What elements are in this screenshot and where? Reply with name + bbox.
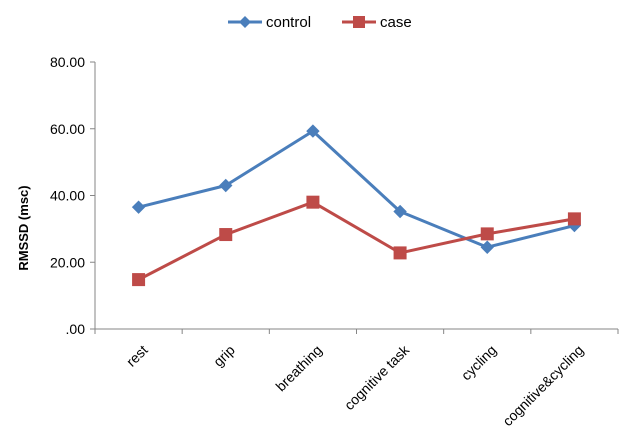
data-point-case: [132, 273, 146, 287]
y-tick-label: 40.00: [50, 188, 85, 204]
series-line-control: [138, 129, 575, 249]
legend-marker-case: [353, 16, 365, 28]
y-tick-label: 80.00: [50, 54, 85, 70]
x-category-label: cognitive task: [341, 341, 413, 413]
y-tick-label: .00: [66, 321, 86, 337]
data-point-control: [131, 200, 146, 214]
y-ticks: .00 20.00 40.00 60.00 80.00: [50, 54, 95, 337]
x-category-label: rest: [123, 342, 151, 370]
legend-marker-control: [239, 16, 251, 28]
legend-item-case: case: [342, 14, 412, 31]
series-line-case: [137, 200, 575, 281]
series-case: [132, 195, 581, 287]
data-point-control: [393, 204, 407, 219]
x-category-label: breathing: [272, 342, 325, 395]
legend-item-control: control: [228, 14, 311, 31]
legend-label-control: control: [266, 14, 311, 31]
y-axis-label: RMSSD (msc): [16, 185, 31, 270]
y-tick-label: 60.00: [50, 121, 85, 137]
data-point-case: [480, 227, 494, 241]
data-point-control: [219, 178, 233, 193]
data-point-case: [219, 228, 233, 242]
legend: control case: [228, 14, 412, 31]
x-category-label: cycling: [458, 342, 500, 384]
y-tick-label: 20.00: [50, 254, 85, 270]
series-layer: [131, 124, 582, 287]
data-point-control: [306, 124, 320, 138]
data-point-control: [480, 240, 494, 254]
category-labels: rest grip breathing cognitive task cycling co…: [123, 341, 587, 429]
data-point-case: [567, 212, 581, 226]
legend-label-case: case: [380, 14, 412, 31]
series-control: [131, 124, 582, 254]
x-category-label: grip: [210, 342, 238, 370]
data-point-case: [393, 246, 407, 260]
x-category-label: cognitive&cycling: [499, 342, 586, 429]
data-point-case: [306, 195, 320, 209]
